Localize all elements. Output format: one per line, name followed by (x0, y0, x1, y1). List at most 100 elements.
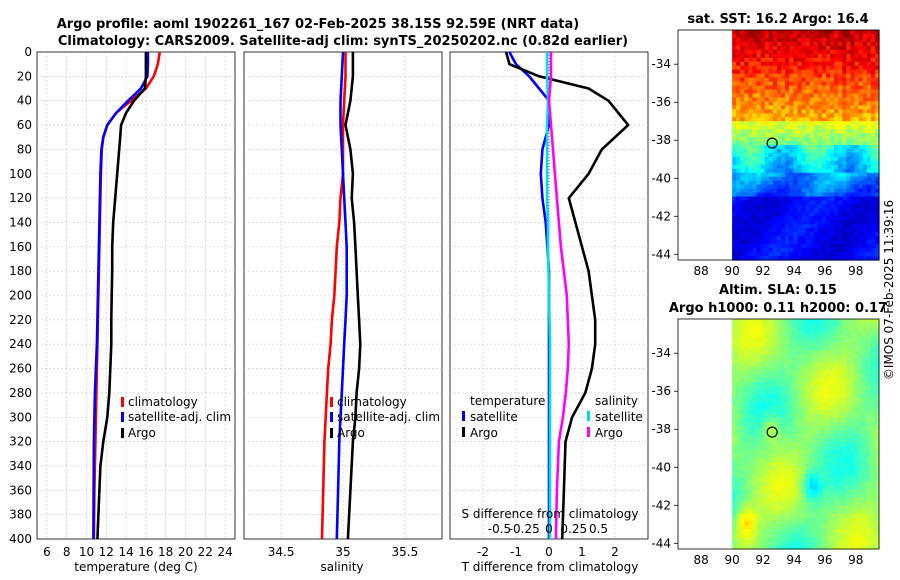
heatmap-cell (862, 224, 868, 229)
heatmap-cell (732, 220, 737, 225)
heatmap-cell (850, 501, 856, 506)
heatmap-cell (830, 445, 835, 451)
heatmap-cell (756, 513, 762, 518)
heatmap-cell (732, 402, 737, 407)
heatmap-cell (805, 378, 811, 384)
y-tick-label: 140 (9, 215, 32, 229)
heatmap-cell (862, 457, 868, 463)
heatmap-cell (789, 445, 794, 451)
heatmap-cell (854, 505, 860, 510)
heatmap-cell (858, 390, 864, 395)
heatmap-cell (777, 240, 782, 245)
heatmap-cell (756, 497, 762, 503)
heatmap-cell (854, 489, 860, 495)
heatmap-cell (797, 240, 803, 245)
heatmap-cell (772, 473, 778, 479)
heatmap-cell (809, 204, 815, 210)
heatmap-cell (748, 97, 754, 102)
heatmap-cell (821, 342, 827, 348)
heatmap-cell (756, 256, 762, 261)
heatmap-cell (862, 533, 868, 538)
heatmap-cell (834, 453, 839, 459)
heatmap-cell (838, 30, 843, 35)
heatmap-cell (744, 133, 750, 138)
heatmap-cell (842, 113, 847, 118)
heatmap-cell (736, 188, 741, 194)
heatmap-cell (830, 509, 835, 514)
heatmap-cell (830, 406, 835, 411)
heatmap-cell (858, 326, 864, 332)
heatmap-cell (813, 152, 819, 158)
heatmap-cell (744, 346, 750, 352)
heatmap-cell (789, 489, 794, 495)
heatmap-cell (732, 224, 737, 229)
heatmap-cell (789, 196, 794, 202)
heatmap-cell (813, 465, 819, 471)
heatmap-cell (846, 53, 852, 59)
heatmap-cell (854, 334, 860, 340)
heatmap-cell (732, 354, 737, 360)
heatmap-cell (825, 489, 831, 495)
heatmap-cell (732, 541, 737, 546)
heatmap-cell (842, 196, 847, 202)
heatmap-cell (789, 422, 794, 427)
heatmap-cell (768, 240, 774, 245)
heatmap-cell (854, 204, 860, 210)
lat-tick-label: -40 (651, 460, 671, 474)
heatmap-cell (866, 382, 872, 388)
heatmap-cell (809, 453, 815, 459)
heatmap-cell (850, 192, 856, 198)
heatmap-cell (870, 394, 876, 399)
heatmap-cell (764, 33, 770, 39)
heatmap-cell (817, 374, 823, 380)
heatmap-cell (874, 256, 880, 261)
heatmap-cell (752, 200, 758, 206)
heatmap-cell (821, 33, 827, 39)
heatmap-cell (834, 319, 839, 324)
heatmap-cell (825, 101, 831, 106)
heatmap-cell (793, 441, 798, 447)
heatmap-cell (809, 152, 815, 158)
heatmap-cell (805, 541, 811, 546)
heatmap-cell (866, 319, 872, 324)
heatmap-cell (870, 422, 876, 427)
heatmap-cell (862, 200, 868, 206)
heatmap-cell (744, 485, 750, 491)
heatmap-cell (732, 362, 737, 368)
heatmap-cell (838, 65, 843, 71)
heatmap-cell (834, 228, 839, 233)
heatmap-cell (842, 232, 847, 237)
heatmap-cell (752, 441, 758, 447)
heatmap-cell (744, 322, 750, 328)
heatmap-cell (846, 180, 852, 186)
heatmap-cell (817, 529, 823, 534)
heatmap-cell (740, 93, 745, 99)
heatmap-cell (834, 434, 839, 439)
heatmap-cell (809, 501, 815, 506)
heatmap-cell (854, 366, 860, 372)
heatmap-cell (789, 437, 794, 443)
heatmap-cell (850, 133, 856, 138)
heatmap-cell (821, 164, 827, 170)
heatmap-cell (777, 109, 782, 114)
heatmap-cell (866, 89, 872, 95)
heatmap-cell (850, 485, 856, 491)
heatmap-cell (870, 180, 876, 186)
heatmap-cell (813, 457, 819, 463)
heatmap-cell (740, 422, 745, 427)
heatmap-cell (866, 45, 872, 51)
heatmap-cell (834, 41, 839, 47)
heatmap-cell (797, 41, 803, 47)
heatmap-cell (732, 342, 737, 348)
heatmap-cell (874, 334, 880, 340)
heatmap-cell (736, 208, 741, 214)
heatmap-cell (866, 449, 872, 455)
heatmap-cell (777, 77, 782, 83)
heatmap-cell (777, 57, 782, 63)
heatmap-cell (874, 192, 880, 198)
heatmap-cell (752, 465, 758, 471)
heatmap-cell (858, 37, 864, 43)
heatmap-cell (801, 148, 807, 154)
heatmap-cell (744, 236, 750, 241)
heatmap-cell (866, 137, 872, 142)
